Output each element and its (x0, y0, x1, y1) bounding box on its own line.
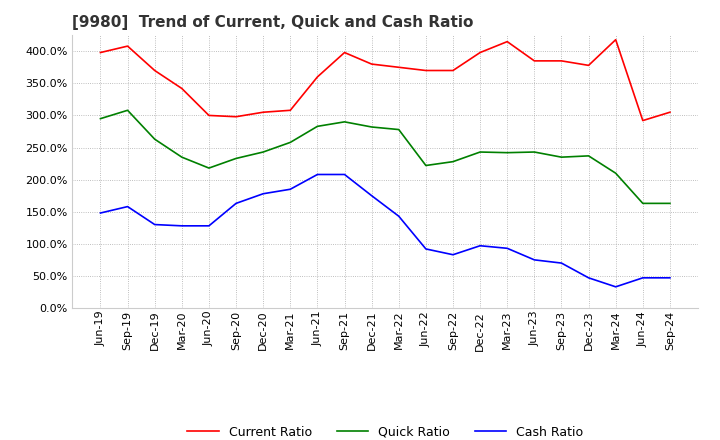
Cash Ratio (421, 246, 430, 252)
Line: Quick Ratio: Quick Ratio (101, 110, 670, 203)
Line: Current Ratio: Current Ratio (101, 40, 670, 121)
Current Ratio (421, 68, 430, 73)
Quick Ratio (232, 156, 240, 161)
Cash Ratio (313, 172, 322, 177)
Quick Ratio (395, 127, 403, 132)
Quick Ratio (341, 119, 349, 125)
Cash Ratio (150, 222, 159, 227)
Quick Ratio (557, 154, 566, 160)
Quick Ratio (476, 150, 485, 155)
Cash Ratio (395, 213, 403, 219)
Quick Ratio (503, 150, 511, 155)
Current Ratio (178, 86, 186, 91)
Current Ratio (557, 58, 566, 63)
Current Ratio (503, 39, 511, 44)
Cash Ratio (476, 243, 485, 248)
Current Ratio (259, 110, 268, 115)
Quick Ratio (367, 125, 376, 130)
Current Ratio (96, 50, 105, 55)
Current Ratio (341, 50, 349, 55)
Cash Ratio (96, 210, 105, 216)
Cash Ratio (341, 172, 349, 177)
Cash Ratio (178, 223, 186, 228)
Quick Ratio (286, 140, 294, 145)
Current Ratio (395, 65, 403, 70)
Quick Ratio (530, 150, 539, 155)
Quick Ratio (123, 108, 132, 113)
Current Ratio (367, 62, 376, 67)
Current Ratio (286, 108, 294, 113)
Current Ratio (530, 58, 539, 63)
Quick Ratio (204, 165, 213, 171)
Quick Ratio (313, 124, 322, 129)
Quick Ratio (421, 163, 430, 168)
Current Ratio (584, 63, 593, 68)
Current Ratio (639, 118, 647, 123)
Cash Ratio (204, 223, 213, 228)
Current Ratio (611, 37, 620, 42)
Quick Ratio (449, 159, 457, 164)
Cash Ratio (259, 191, 268, 196)
Quick Ratio (639, 201, 647, 206)
Legend: Current Ratio, Quick Ratio, Cash Ratio: Current Ratio, Quick Ratio, Cash Ratio (182, 421, 588, 440)
Cash Ratio (286, 187, 294, 192)
Quick Ratio (150, 136, 159, 142)
Current Ratio (123, 44, 132, 49)
Current Ratio (204, 113, 213, 118)
Text: [9980]  Trend of Current, Quick and Cash Ratio: [9980] Trend of Current, Quick and Cash … (72, 15, 473, 30)
Cash Ratio (665, 275, 674, 280)
Current Ratio (232, 114, 240, 119)
Quick Ratio (611, 171, 620, 176)
Quick Ratio (584, 153, 593, 158)
Quick Ratio (96, 116, 105, 121)
Cash Ratio (503, 246, 511, 251)
Cash Ratio (123, 204, 132, 209)
Cash Ratio (557, 260, 566, 266)
Current Ratio (449, 68, 457, 73)
Cash Ratio (530, 257, 539, 263)
Current Ratio (476, 50, 485, 55)
Current Ratio (665, 110, 674, 115)
Current Ratio (150, 68, 159, 73)
Cash Ratio (232, 201, 240, 206)
Cash Ratio (449, 252, 457, 257)
Line: Cash Ratio: Cash Ratio (101, 175, 670, 287)
Current Ratio (313, 74, 322, 80)
Quick Ratio (259, 150, 268, 155)
Quick Ratio (178, 154, 186, 160)
Cash Ratio (639, 275, 647, 280)
Cash Ratio (611, 284, 620, 290)
Quick Ratio (665, 201, 674, 206)
Cash Ratio (584, 275, 593, 280)
Cash Ratio (367, 193, 376, 198)
